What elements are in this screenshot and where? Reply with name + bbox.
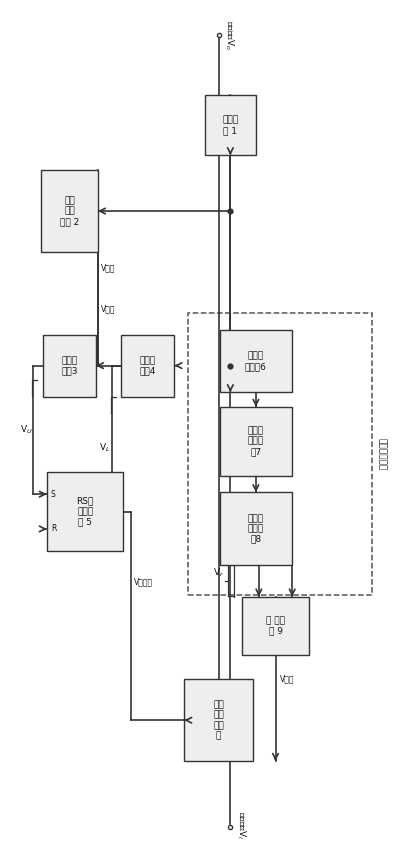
Text: 下甄别
电路4: 下甄别 电路4 [140,356,156,375]
Bar [219,330,292,392]
Text: S: S [51,489,56,499]
Text: V$_r$: V$_r$ [213,566,224,579]
Bar [205,95,256,156]
Text: 反符
合成
形电
路: 反符 合成 形电 路 [213,700,224,740]
Bar [242,597,309,655]
Text: 阈值
电压
电路 2: 阈值 电压 电路 2 [60,196,79,226]
Text: 与 门电
路 9: 与 门电 路 9 [266,616,285,636]
Bar [121,335,175,396]
Text: 双稳态
触发电
路7: 双稳态 触发电 路7 [248,427,264,456]
Bar [219,407,292,476]
Text: 上甄别
电路3: 上甄别 电路3 [61,356,78,375]
Bar [219,492,292,565]
Text: 峰位检测电路: 峰位检测电路 [377,438,387,470]
Text: V上阈: V上阈 [101,263,115,273]
Bar [188,313,372,595]
Text: V$_U$: V$_U$ [20,424,32,436]
Text: 峰值储
存放电
路8: 峰值储 存放电 路8 [248,513,264,544]
Bar [47,472,123,551]
Text: V反符合: V反符合 [134,577,154,586]
Text: 输入电
路 1: 输入电 路 1 [222,115,238,135]
Text: 输入信号V$_i$: 输入信号V$_i$ [235,811,247,839]
Text: RS触
发器电
路 5: RS触 发器电 路 5 [76,497,94,526]
Text: 有源微
分电路6: 有源微 分电路6 [245,352,267,371]
Text: 输出信号V$_o$: 输出信号V$_o$ [223,20,236,50]
Text: R: R [51,525,56,533]
Bar [184,679,253,761]
Text: V$_L$: V$_L$ [99,441,110,453]
Text: V符合: V符合 [279,674,294,684]
Bar [41,170,98,252]
Text: V下阈: V下阈 [101,304,115,313]
Bar [43,335,96,396]
